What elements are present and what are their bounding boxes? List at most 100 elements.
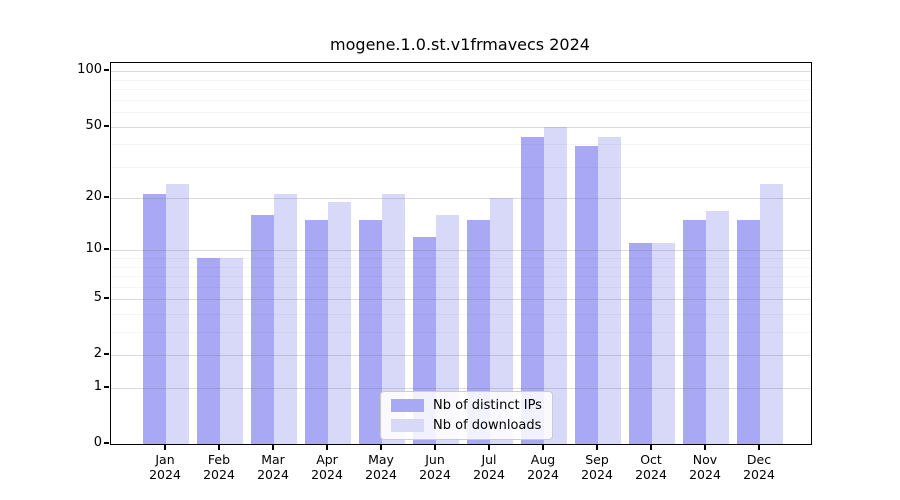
bar-distinct-ips-nov [683, 220, 706, 444]
x-tick-year: 2024 [365, 467, 397, 482]
y-tick-mark-2 [104, 353, 109, 356]
bar-distinct-ips-apr [305, 220, 328, 444]
x-tick-mark-may [380, 445, 382, 450]
x-tick-year: 2024 [473, 467, 505, 482]
x-tick-label-nov: Nov 2024 [675, 452, 735, 482]
x-tick-year: 2024 [527, 467, 559, 482]
y-tick-label-2: 2 [93, 346, 102, 362]
y-tick-label-50: 50 [85, 117, 102, 133]
bar-distinct-ips-mar [251, 215, 274, 444]
gridline-minor-7 [111, 276, 811, 278]
x-tick-label-mar: Mar 2024 [243, 452, 303, 482]
bar-distinct-ips-aug [521, 136, 544, 444]
bar-downloads-sep [598, 136, 621, 444]
gridline-minor-6 [111, 286, 811, 288]
bar-distinct-ips-dec [737, 220, 760, 444]
legend-swatch-distinct-ips [391, 399, 424, 412]
x-tick-mark-feb [218, 445, 220, 450]
x-tick-month: Apr [316, 452, 338, 467]
y-tick-label-20: 20 [85, 189, 102, 205]
bar-distinct-ips-oct [629, 243, 652, 444]
gridline-major-10 [111, 250, 811, 252]
x-tick-label-dec: Dec 2024 [729, 452, 789, 482]
y-tick-label-5: 5 [93, 290, 102, 306]
x-tick-label-apr: Apr 2024 [297, 452, 357, 482]
y-tick-label-1: 1 [93, 379, 102, 394]
y-tick-label-0: 0 [93, 435, 102, 450]
legend: Nb of distinct IPs Nb of downloads [380, 391, 553, 440]
x-tick-year: 2024 [689, 467, 721, 482]
gridline-minor-30 [111, 166, 811, 168]
x-tick-mark-oct [650, 445, 652, 450]
y-tick-mark-5 [104, 297, 109, 300]
gridline-minor-4 [111, 314, 811, 315]
y-tick-label-100: 100 [77, 62, 102, 78]
bar-downloads-jun [436, 215, 459, 444]
x-tick-month: Jan [155, 452, 175, 467]
bar-distinct-ips-feb [197, 258, 220, 444]
x-tick-mark-dec [758, 445, 760, 450]
x-tick-mark-aug [542, 445, 544, 450]
gridline-minor-8 [111, 266, 811, 268]
x-tick-label-sep: Sep 2024 [567, 452, 627, 482]
x-tick-mark-mar [272, 445, 274, 450]
x-tick-month: Nov [692, 452, 718, 467]
x-tick-year: 2024 [149, 467, 181, 482]
gridline-minor-60 [111, 112, 811, 114]
plot-area [110, 62, 812, 445]
gridline-minor-70 [111, 99, 811, 101]
bar-downloads-apr [328, 202, 351, 444]
x-tick-month: Feb [207, 452, 231, 467]
legend-item-downloads: Nb of downloads [391, 418, 542, 433]
gridline-major-100 [111, 71, 811, 73]
x-tick-mark-nov [704, 445, 706, 450]
bar-downloads-oct [652, 243, 675, 444]
gridline-minor-80 [111, 89, 811, 91]
gridline-major-20 [111, 198, 811, 200]
x-tick-month: Mar [261, 452, 285, 467]
y-tick-mark-1 [104, 386, 109, 388]
bar-downloads-nov [706, 210, 729, 444]
gridline-minor-40 [111, 144, 811, 146]
x-tick-year: 2024 [311, 467, 343, 482]
x-tick-month: Jul [481, 452, 497, 467]
x-tick-mark-apr [326, 445, 328, 450]
chart-title: mogene.1.0.st.v1frmavecs 2024 [330, 35, 590, 54]
x-tick-month: Aug [530, 452, 556, 467]
x-tick-label-may: May 2024 [351, 452, 411, 482]
gridline-minor-9 [111, 258, 811, 260]
bar-downloads-jul [490, 198, 513, 444]
x-tick-label-jan: Jan 2024 [135, 452, 195, 482]
x-tick-year: 2024 [635, 467, 667, 482]
y-axis-labels: 0 1 2 5 10 20 50 100 [0, 0, 102, 500]
bar-downloads-aug [544, 126, 567, 444]
legend-label-downloads: Nb of downloads [433, 418, 542, 433]
legend-item-distinct-ips: Nb of distinct IPs [391, 398, 542, 413]
gridline-major-1 [111, 388, 811, 389]
bar-downloads-jan [166, 184, 189, 444]
gridline-major-5 [111, 299, 811, 301]
x-tick-label-feb: Feb 2024 [189, 452, 249, 482]
legend-swatch-downloads [391, 419, 424, 432]
bar-downloads-mar [274, 194, 297, 444]
x-tick-label-jul: Jul 2024 [459, 452, 519, 482]
gridline-minor-3 [111, 332, 811, 334]
x-tick-month: Sep [585, 452, 609, 467]
legend-label-distinct-ips: Nb of distinct IPs [433, 398, 542, 413]
bar-downloads-dec [760, 184, 783, 444]
y-tick-mark-20 [104, 196, 109, 199]
x-tick-year: 2024 [203, 467, 235, 482]
x-tick-mark-jul [488, 445, 490, 450]
y-tick-mark-10 [104, 248, 109, 251]
bar-downloads-feb [220, 258, 243, 444]
x-tick-label-oct: Oct 2024 [621, 452, 681, 482]
x-tick-month: Oct [640, 452, 662, 467]
bar-distinct-ips-may [359, 220, 382, 444]
x-tick-year: 2024 [581, 467, 613, 482]
bar-distinct-ips-jul [467, 220, 490, 444]
y-tick-label-10: 10 [85, 241, 102, 257]
x-tick-mark-jan [164, 445, 166, 450]
y-tick-mark-50 [104, 124, 109, 127]
x-tick-year: 2024 [419, 467, 451, 482]
